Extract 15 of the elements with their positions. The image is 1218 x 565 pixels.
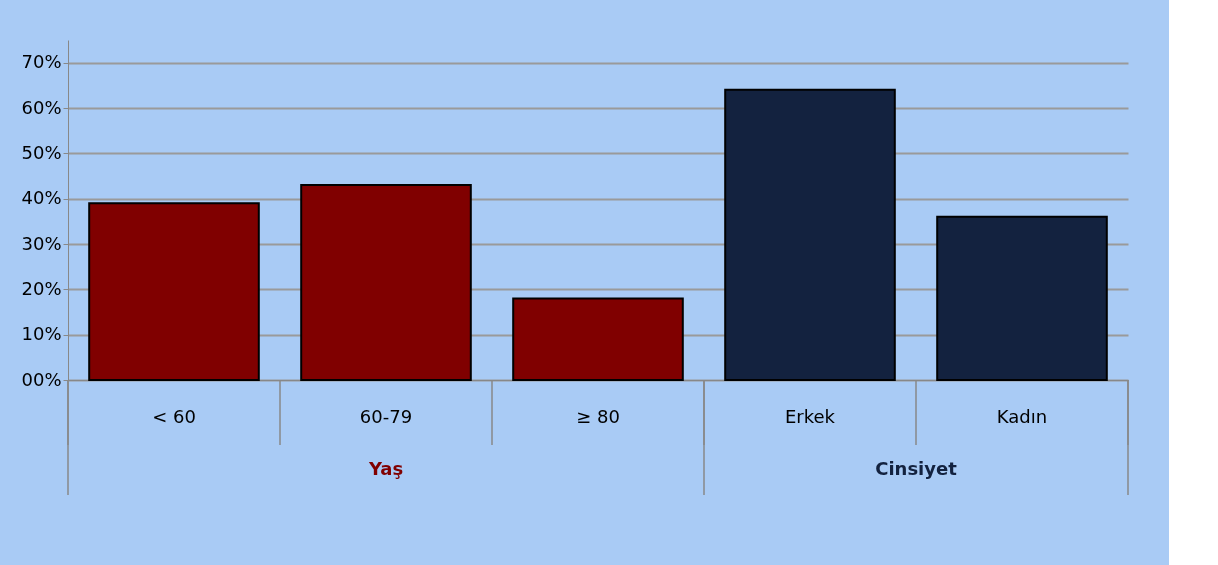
y-tick-label: 50% [21, 141, 62, 163]
y-tick-label: 70% [21, 51, 62, 73]
y-tick-label: 30% [21, 232, 62, 254]
x-tick-label: Kadın [996, 406, 1048, 427]
x-tick-label: < 60 [152, 406, 196, 427]
y-tick-label: 00% [21, 368, 62, 390]
y-tick-label: 60% [21, 96, 62, 118]
x-tick-label: ≥ 80 [576, 406, 620, 427]
y-tick-label: 10% [21, 323, 62, 345]
y-tick-label: 20% [21, 277, 62, 299]
text: Yaş [367, 458, 404, 479]
y-tick-label: 40% [21, 187, 62, 209]
text: Cinsiyet [875, 458, 958, 479]
x-tick-label: Erkek [784, 406, 836, 427]
x-tick-label: 60-79 [359, 406, 413, 427]
